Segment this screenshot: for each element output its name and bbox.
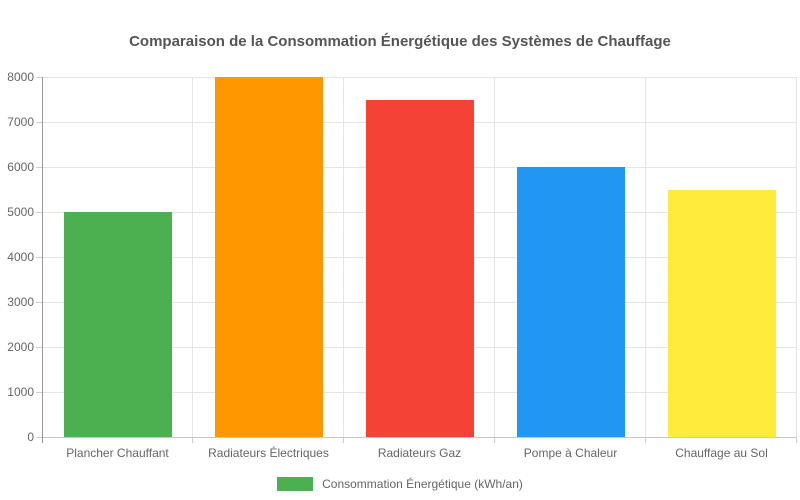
x-category-label: Plancher Chauffant xyxy=(66,446,169,460)
y-tick-mark xyxy=(36,437,42,438)
legend-swatch xyxy=(277,477,314,491)
y-tick-mark xyxy=(36,257,42,258)
y-tick-mark xyxy=(36,122,42,123)
x-tick-mark xyxy=(192,437,193,443)
bar-1[interactable] xyxy=(63,212,172,437)
chart-title: Comparaison de la Consommation Énergétiq… xyxy=(129,33,671,50)
y-tick-label: 0 xyxy=(27,430,34,444)
x-tick-mark xyxy=(494,437,495,443)
gridline-y-0 xyxy=(42,437,797,438)
y-tick-mark xyxy=(36,302,42,303)
y-tick-label: 3000 xyxy=(7,295,34,309)
gridline-x-boundary xyxy=(796,77,797,437)
y-tick-label: 4000 xyxy=(7,250,34,264)
y-tick-mark xyxy=(36,347,42,348)
gridline-x-boundary xyxy=(494,77,495,437)
y-tick-mark xyxy=(36,167,42,168)
y-tick-mark xyxy=(36,212,42,213)
bar-2[interactable] xyxy=(214,77,323,437)
x-category-label: Radiateurs Électriques xyxy=(208,446,329,460)
bar-4[interactable] xyxy=(516,167,625,437)
y-tick-label: 1000 xyxy=(7,385,34,399)
gridline-x-boundary xyxy=(343,77,344,437)
gridline-y-8000 xyxy=(42,77,797,78)
y-tick-label: 7000 xyxy=(7,115,34,129)
y-tick-mark xyxy=(36,392,42,393)
x-category-label: Radiateurs Gaz xyxy=(377,446,462,460)
y-tick-label: 2000 xyxy=(7,340,34,354)
legend-label: Consommation Énergétique (kWh/an) xyxy=(322,477,523,491)
bar-5[interactable] xyxy=(667,189,776,437)
x-tick-mark xyxy=(645,437,646,443)
gridline-x-boundary xyxy=(192,77,193,437)
y-tick-label: 5000 xyxy=(7,205,34,219)
x-tick-mark xyxy=(343,437,344,443)
bar-3[interactable] xyxy=(365,99,474,437)
x-category-label: Chauffage au Sol xyxy=(675,446,768,460)
plot-area xyxy=(42,77,797,438)
gridline-x-boundary xyxy=(645,77,646,437)
x-tick-mark xyxy=(796,437,797,443)
y-tick-label: 6000 xyxy=(7,160,34,174)
y-tick-label: 8000 xyxy=(7,70,34,84)
y-axis-line xyxy=(42,77,43,443)
x-category-label: Pompe à Chaleur xyxy=(523,446,618,460)
y-tick-mark xyxy=(36,77,42,78)
legend: Consommation Énergétique (kWh/an) xyxy=(0,477,800,491)
